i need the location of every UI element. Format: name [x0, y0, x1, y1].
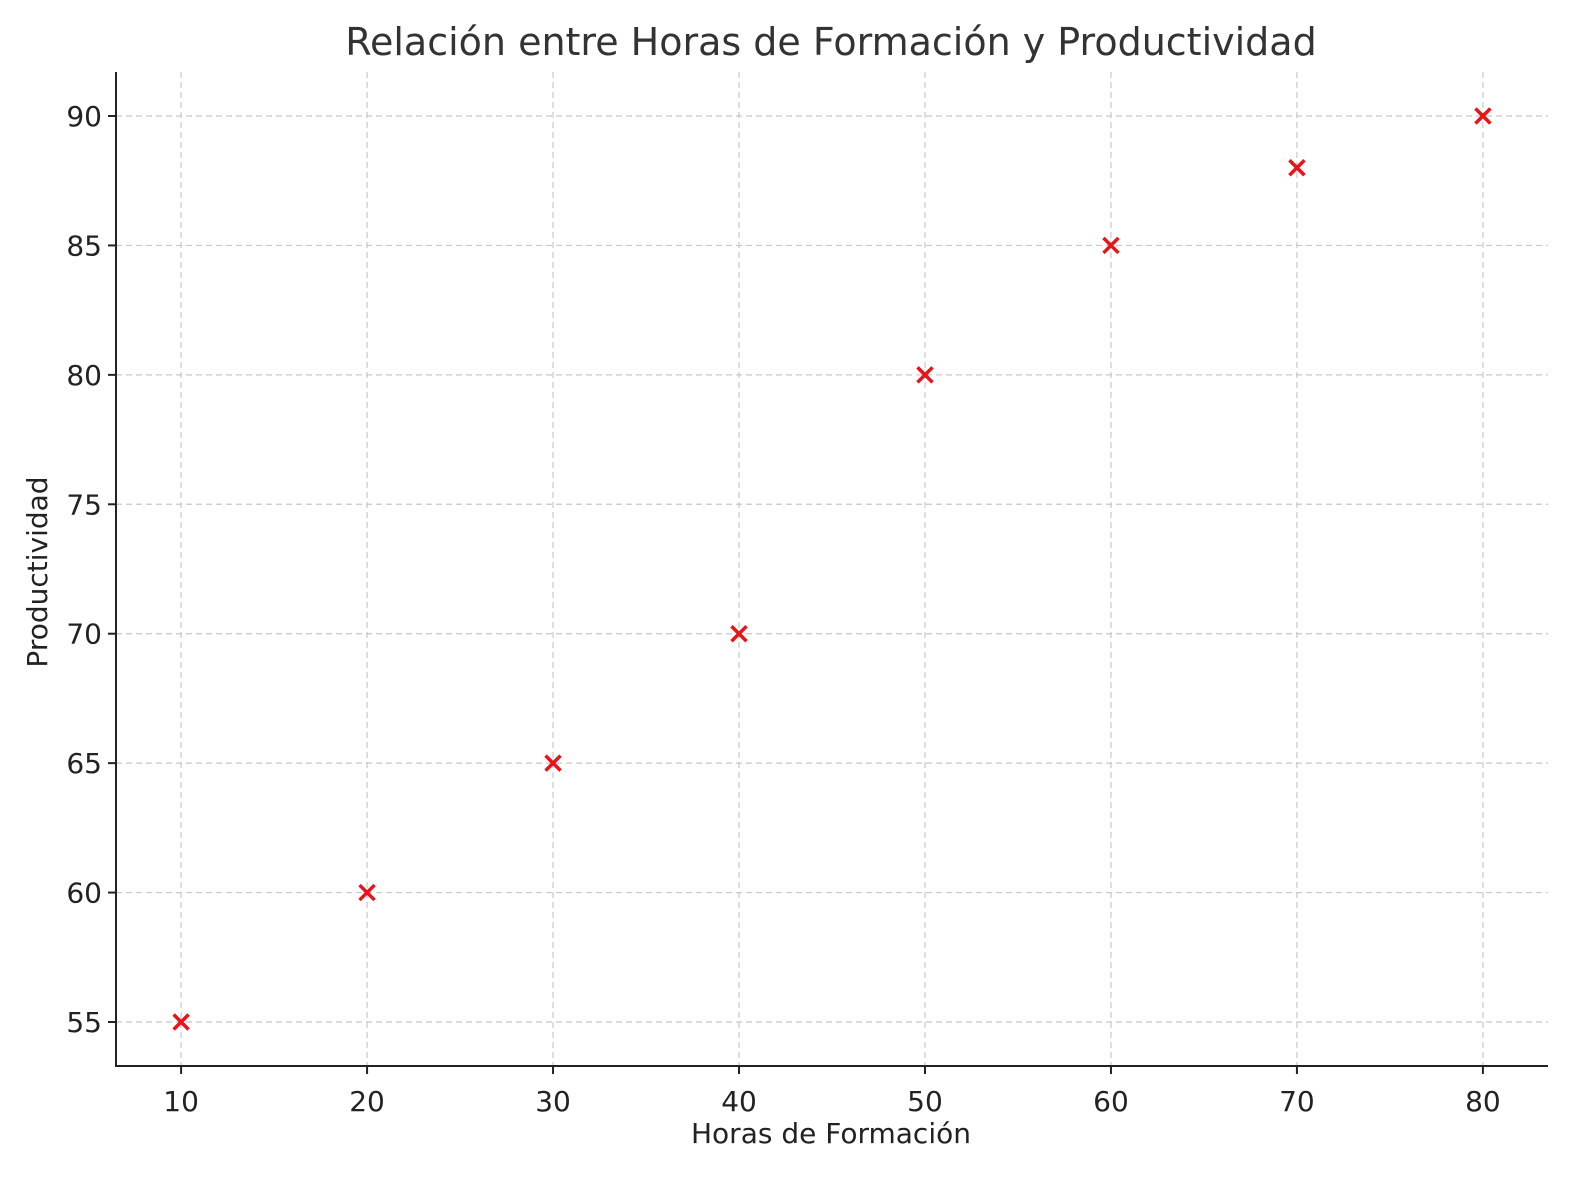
- axes-spines: [115, 72, 1548, 1067]
- x-tick-label: 20: [349, 1085, 385, 1118]
- x-tick-label: 70: [1279, 1085, 1315, 1118]
- data-point: [544, 754, 562, 772]
- chart-title: Relación entre Horas de Formación y Prod…: [345, 20, 1316, 64]
- data-point: [1288, 159, 1306, 177]
- grid-lines: [116, 72, 1548, 1066]
- x-tick-label: 40: [721, 1085, 757, 1118]
- x-tick-label: 30: [535, 1085, 571, 1118]
- data-point: [1474, 107, 1492, 125]
- data-point: [172, 1013, 190, 1031]
- y-axis-label: Productividad: [21, 476, 54, 667]
- y-tick-label: 75: [66, 488, 102, 521]
- x-axis-ticks: 10 20 30 40 50 60 70 80: [163, 1066, 1501, 1118]
- y-tick-label: 55: [66, 1006, 102, 1039]
- x-tick-label: 60: [1093, 1085, 1129, 1118]
- y-tick-label: 85: [66, 229, 102, 262]
- x-tick-label: 50: [907, 1085, 943, 1118]
- y-tick-label: 65: [66, 747, 102, 780]
- y-axis-ticks: 55 60 65 70 75 80 85 90: [66, 100, 116, 1039]
- y-tick-label: 60: [66, 877, 102, 910]
- x-tick-label: 80: [1465, 1085, 1501, 1118]
- data-point: [358, 883, 376, 902]
- data-point: [1102, 236, 1120, 255]
- data-point: [730, 624, 748, 643]
- y-tick-label: 90: [66, 100, 102, 133]
- y-tick-label: 80: [66, 359, 102, 392]
- x-tick-label: 10: [163, 1085, 199, 1118]
- data-points: [172, 107, 1492, 1031]
- data-point: [916, 366, 934, 384]
- x-axis-label: Horas de Formación: [691, 1117, 971, 1150]
- y-tick-label: 70: [66, 618, 102, 651]
